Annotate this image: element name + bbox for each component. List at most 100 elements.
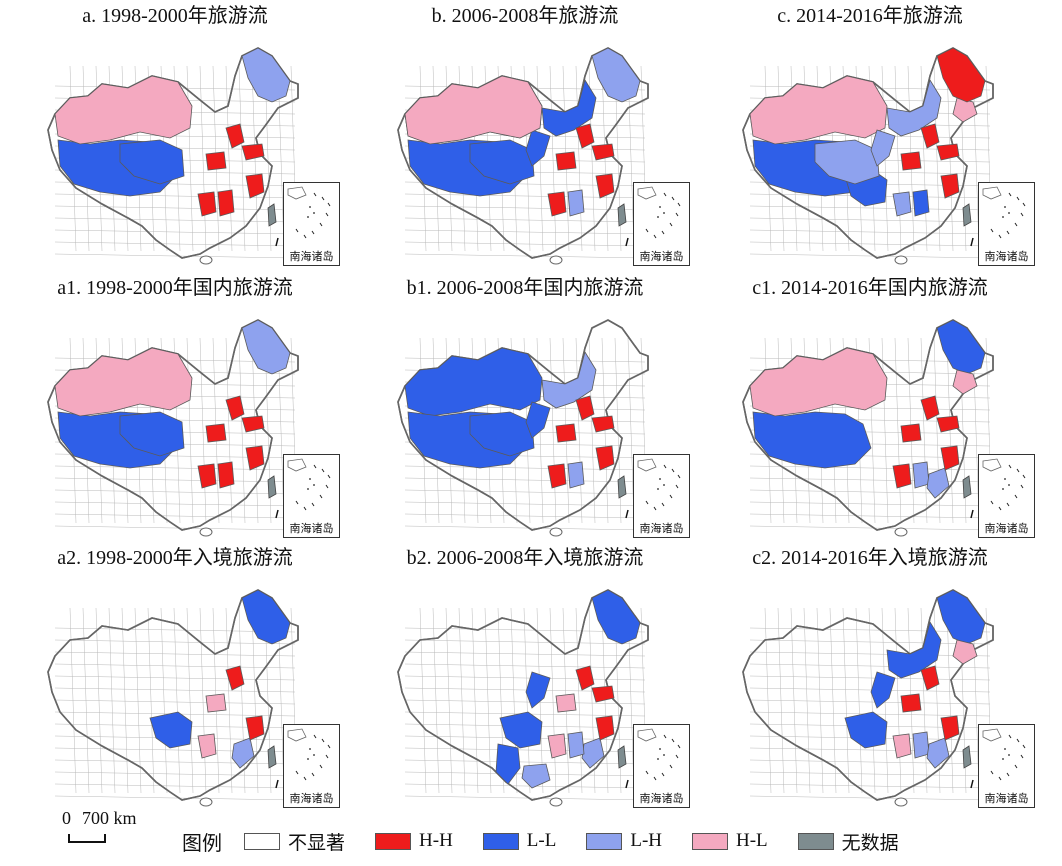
south-china-sea-inset: 南海诸岛 (283, 454, 340, 538)
country-border (397, 589, 649, 801)
boundary-line (471, 607, 479, 794)
region-xinjiang (404, 75, 543, 145)
boundary-line (749, 217, 991, 223)
boundary-line (749, 651, 991, 657)
legend-swatch (375, 832, 412, 850)
dash-line-segment (661, 502, 665, 507)
legend-swatch (586, 832, 623, 850)
boundary-line (404, 699, 646, 705)
boundary-line (458, 607, 466, 794)
region-hebei (225, 665, 245, 691)
dash-line-segment (653, 506, 657, 511)
dash-line-segment (1008, 464, 1012, 469)
region-jiangxi (912, 189, 930, 217)
region-zhejiang (245, 445, 265, 471)
legend-swatch (482, 832, 519, 850)
boundary-line (404, 513, 646, 519)
boundary-line (199, 337, 207, 524)
inset-label: 南海诸岛 (639, 792, 684, 805)
island-dot (307, 758, 309, 760)
boundary-line (749, 771, 991, 777)
hainan-island (199, 797, 213, 807)
map-panel-c1: c1. 2014-2016年国内旅游流 南海诸岛 (705, 276, 1035, 548)
boundary-line (54, 193, 296, 199)
boundary-line (920, 65, 928, 252)
map-panel-a1: a1. 1998-2000年国内旅游流 南海诸岛 (10, 276, 340, 548)
region-heilong (241, 589, 291, 645)
boundary-line (54, 795, 296, 801)
region-heilong (936, 319, 986, 375)
hainan-island (549, 255, 563, 265)
region-heilong (936, 47, 986, 103)
region-gansu (870, 671, 896, 709)
sea-boundary-mark (625, 237, 629, 247)
region-xinjiang (749, 347, 888, 417)
island-dot (309, 206, 311, 208)
inset-coast (287, 728, 307, 742)
sea-boundary-mark (625, 779, 629, 789)
island-dot (1004, 206, 1006, 208)
dash-line-segment (313, 734, 317, 739)
boundary-line (803, 607, 811, 794)
boundary-line (199, 607, 207, 794)
dash-line-segment (313, 464, 317, 469)
dash-line-segment (311, 772, 315, 777)
boundary-line (549, 65, 557, 252)
sea-boundary-mark (275, 237, 279, 247)
scale-distance-label: 700 km (82, 808, 137, 828)
inset-coast (637, 186, 657, 200)
region-jiangxi (567, 189, 585, 217)
south-china-sea-inset: 南海诸岛 (978, 182, 1035, 266)
boundary-line (920, 337, 928, 524)
boundary-line (54, 501, 296, 507)
region-hebei (920, 123, 940, 149)
boundary-line (404, 651, 646, 657)
island-dot (659, 206, 661, 208)
boundary-line (575, 337, 583, 524)
boundary-line (108, 607, 116, 794)
region-fujian (581, 737, 605, 769)
map-panel-b1: b1. 2006-2008年国内旅游流 南海诸岛 (360, 276, 690, 548)
dash-line-segment (295, 770, 299, 775)
dash-line-segment (303, 776, 307, 781)
dash-line-segment (311, 230, 315, 235)
taiwan-no-data (267, 203, 277, 227)
region-zhejiang (940, 715, 960, 741)
inset-coast (637, 458, 657, 472)
china-map (742, 319, 994, 537)
region-hebei (225, 123, 245, 149)
region-hunan (197, 463, 217, 489)
boundary-line (54, 663, 296, 669)
region-zhejiang (940, 445, 960, 471)
legend-label: H-H (419, 830, 453, 851)
panel-title: c. 2014-2016年旅游流 (777, 5, 963, 27)
boundary-line (147, 607, 155, 794)
boundary-line (54, 639, 296, 645)
boundary-line (54, 675, 296, 681)
region-shandong (591, 685, 615, 703)
region-zhejiang (940, 173, 960, 199)
region-hebei (575, 123, 595, 149)
boundary-line (749, 229, 991, 235)
taiwan-no-data (617, 745, 627, 769)
sea-boundary-mark (970, 509, 974, 519)
dash-line-segment (321, 468, 325, 473)
island-dot (1004, 478, 1006, 480)
dash-line-segment (1014, 494, 1018, 499)
hainan-island (894, 527, 908, 537)
inset-coast (982, 186, 1002, 200)
china-map (742, 589, 994, 807)
region-sichuan (499, 711, 543, 749)
inset-map (287, 728, 331, 781)
china-map (47, 47, 299, 265)
china-map (397, 47, 649, 265)
dash-line-segment (319, 494, 323, 499)
dash-line-segment (990, 770, 994, 775)
legend-swatch (797, 832, 834, 850)
boundary-line (54, 771, 296, 777)
dash-line-segment (1016, 738, 1020, 743)
dash-line-segment (663, 464, 667, 469)
dash-line-segment (1022, 744, 1026, 749)
region-hunan (547, 733, 567, 759)
boundary-line (749, 465, 991, 471)
